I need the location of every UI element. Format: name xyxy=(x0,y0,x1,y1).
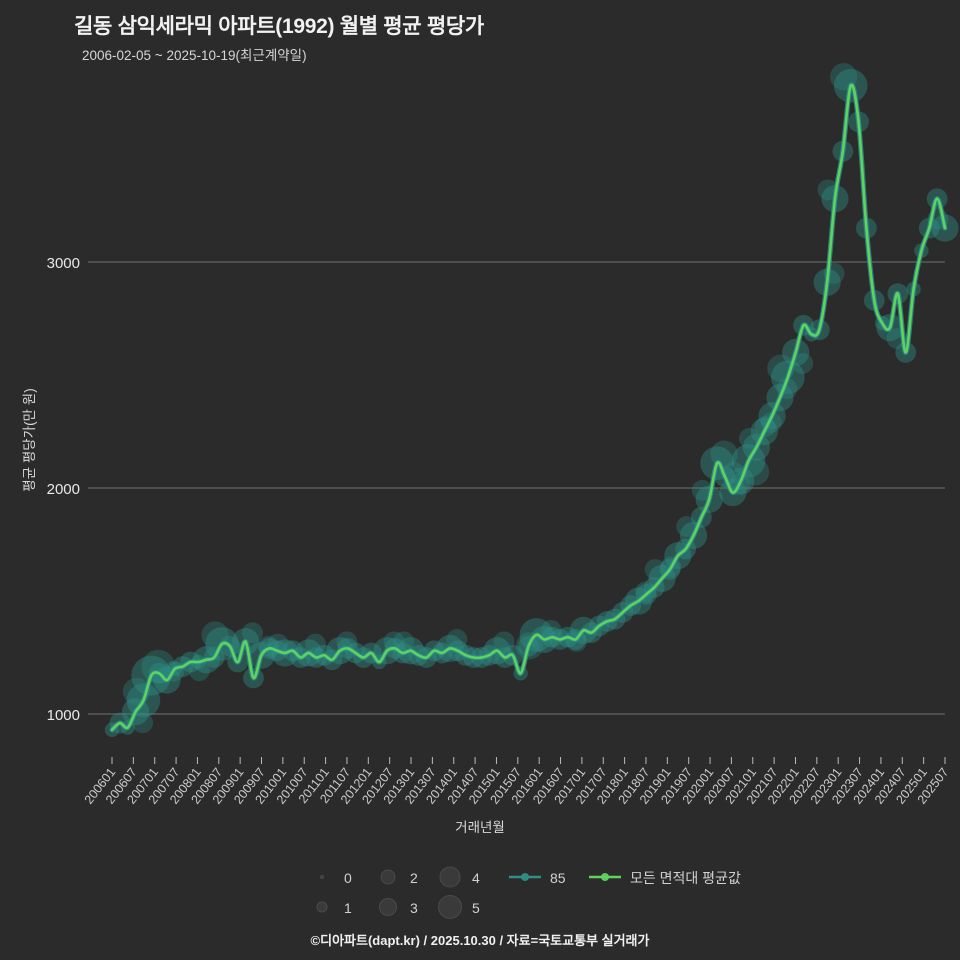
data-bubble xyxy=(493,631,515,653)
data-bubble xyxy=(446,629,468,650)
x-axis-ticks xyxy=(111,757,946,764)
data-bubble xyxy=(644,559,666,580)
legend-size-label: 5 xyxy=(472,900,480,916)
x-axis-title: 거래년월 xyxy=(455,820,505,835)
legend-series-label: 85 xyxy=(550,870,566,886)
chart-subtitle: 2006-02-05 ~ 2025-10-19(최근계약일) xyxy=(82,48,307,63)
data-bubble xyxy=(676,516,697,537)
legend-size-label: 2 xyxy=(410,870,418,886)
data-bubble xyxy=(132,712,153,734)
legend-size-label: 0 xyxy=(344,870,352,886)
data-bubble xyxy=(305,633,326,655)
footer-credit: ©디아파트(dapt.kr) / 2025.10.30 / 자료=국토교통부 실… xyxy=(310,933,650,948)
data-bubble xyxy=(242,622,263,644)
chart-legend: 0 2 4 1 3 5 85 모든 면적대 평균값 xyxy=(316,866,741,919)
legend-dot-marker xyxy=(521,873,529,881)
y-axis-title: 평균 평당가(만 원) xyxy=(22,388,37,492)
x-axis-tick-labels: 2006012006072007012007072008012008072009… xyxy=(82,765,952,807)
data-bubble xyxy=(691,479,713,501)
series-average-line xyxy=(110,83,947,732)
page-title: 길동 삼익세라믹 아파트(1992) 월별 평균 평당가 xyxy=(74,15,484,38)
data-bubble xyxy=(393,631,415,653)
data-bubble xyxy=(188,660,210,682)
data-bubble xyxy=(723,461,745,483)
legend-dot-marker xyxy=(601,873,609,881)
y-axis-tick-labels: 1000 2000 3000 xyxy=(47,255,80,724)
series-average-path xyxy=(110,83,947,732)
legend-size-bubble xyxy=(316,901,328,913)
legend-size-bubble xyxy=(379,898,397,916)
y-tick-label: 3000 xyxy=(47,255,80,272)
y-tick-label: 2000 xyxy=(47,481,80,498)
data-bubble xyxy=(738,427,760,449)
legend-size-label: 3 xyxy=(410,900,418,916)
legend-size-label: 4 xyxy=(472,870,480,886)
legend-size-bubble xyxy=(439,866,461,888)
legend-size-label: 1 xyxy=(344,900,352,916)
legend-size-bubble xyxy=(380,869,396,885)
legend-series-label: 모든 면적대 평균값 xyxy=(630,870,741,886)
y-tick-label: 1000 xyxy=(47,707,80,724)
gridlines xyxy=(88,261,945,715)
data-bubble xyxy=(792,353,814,374)
data-bubble xyxy=(540,620,562,641)
legend-size-bubble xyxy=(320,875,324,879)
legend-size-bubble xyxy=(438,895,462,919)
